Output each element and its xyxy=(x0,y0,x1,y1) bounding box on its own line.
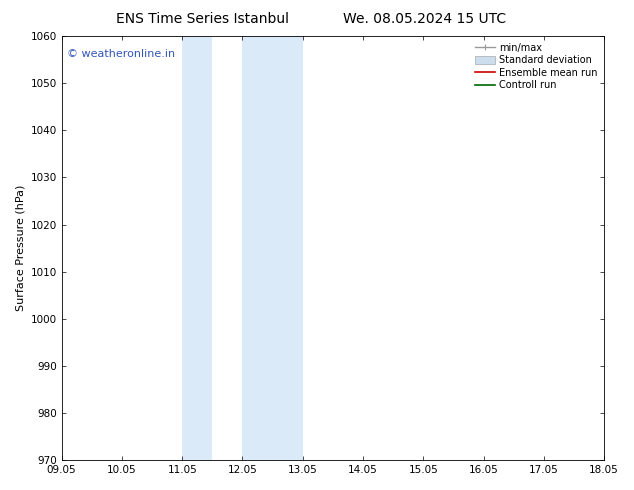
Text: © weatheronline.in: © weatheronline.in xyxy=(67,49,175,59)
Legend: min/max, Standard deviation, Ensemble mean run, Controll run: min/max, Standard deviation, Ensemble me… xyxy=(474,41,599,92)
Bar xyxy=(242,36,303,460)
Bar xyxy=(182,36,212,460)
Y-axis label: Surface Pressure (hPa): Surface Pressure (hPa) xyxy=(15,185,25,311)
Text: We. 08.05.2024 15 UTC: We. 08.05.2024 15 UTC xyxy=(343,12,507,26)
Text: ENS Time Series Istanbul: ENS Time Series Istanbul xyxy=(117,12,289,26)
Bar xyxy=(604,36,634,460)
